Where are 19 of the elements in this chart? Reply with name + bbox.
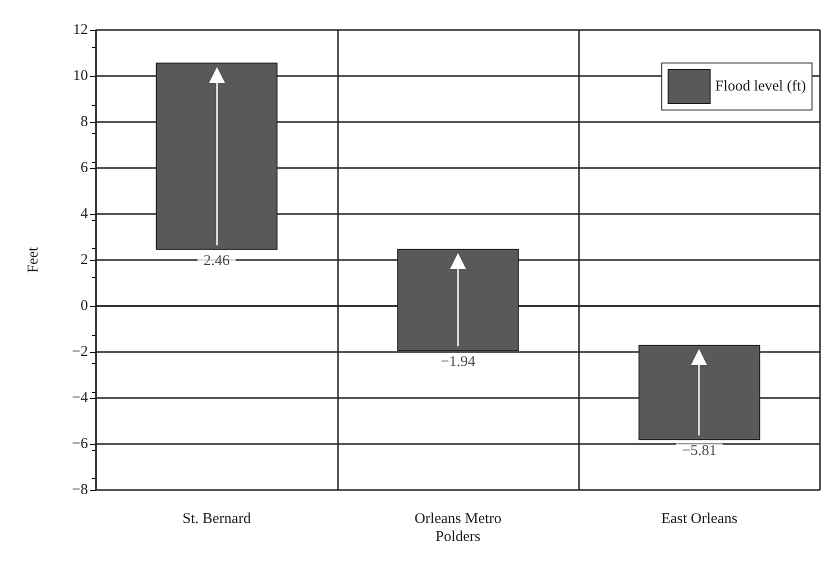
annotation: −1.94 — [440, 354, 476, 370]
x-tick-label: St. Bernard — [182, 511, 252, 527]
y-tick-label: 8 — [80, 114, 88, 130]
y-tick-label: −8 — [72, 482, 88, 498]
y-tick-label: 6 — [80, 160, 88, 176]
y-tick-label: 10 — [73, 68, 88, 84]
y-axis-title: Feet — [26, 246, 42, 273]
y-tick-label: −6 — [72, 436, 88, 452]
y-tick-label: −2 — [72, 344, 88, 360]
annotation: −5.81 — [682, 443, 717, 460]
x-tick-label: East Orleans — [661, 511, 738, 527]
annotation: 2.46 — [204, 252, 230, 269]
y-tick-label: −4 — [72, 390, 88, 406]
x-tick-label: Orleans Metro Polders — [414, 511, 502, 545]
y-tick-label: 12 — [73, 22, 88, 38]
legend-label: Flood level (ft) — [715, 78, 806, 94]
y-tick-label: 4 — [80, 206, 88, 222]
y-tick-label: 2 — [80, 252, 88, 268]
y-tick-label: 0 — [80, 298, 88, 314]
